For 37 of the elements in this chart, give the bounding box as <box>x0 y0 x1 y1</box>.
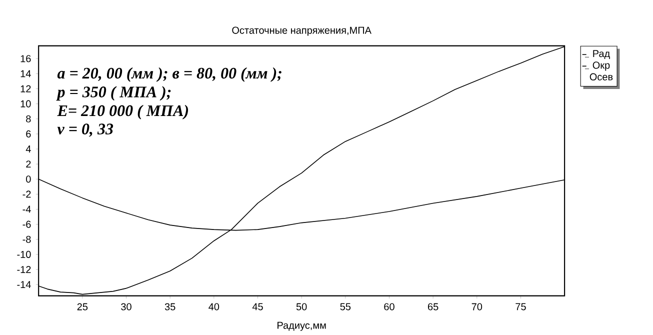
x-tick-label: 35 <box>164 303 176 310</box>
y-tick-label: 14 <box>20 70 31 78</box>
x-tick-label: 75 <box>516 303 526 310</box>
legend-label: Окр <box>592 62 610 71</box>
x-tick-label: 40 <box>208 303 220 310</box>
y-tick-label: 6 <box>26 130 31 138</box>
y-tick-label: -12 <box>17 266 31 273</box>
x-tick-label: 65 <box>428 303 438 310</box>
y-tick-label: 12 <box>20 85 31 92</box>
y-tick-label: 0 <box>26 176 31 183</box>
x-tick-label: 30 <box>121 303 132 310</box>
y-tick-label: -10 <box>17 250 31 258</box>
chart-title: Остаточные напряжения,МПА <box>232 26 372 36</box>
y-tick-label: -14 <box>17 281 31 288</box>
y-tick-label: 16 <box>20 55 31 62</box>
x-tick-label: 55 <box>340 303 351 310</box>
legend-label: Рад <box>593 50 610 59</box>
y-tick-label: -4 <box>22 206 31 213</box>
x-tick-label: 45 <box>252 303 263 310</box>
y-tick-label: -6 <box>22 220 31 228</box>
annotation: E= 210 000 ( МПА) <box>57 104 188 120</box>
y-tick-label: 2 <box>26 160 31 168</box>
y-tick-label: 4 <box>26 146 31 152</box>
annotation: v = 0, 33 <box>57 124 114 137</box>
x-tick-label: 60 <box>384 303 394 310</box>
y-tick-label: -8 <box>22 236 31 243</box>
y-tick-label: 10 <box>20 100 31 108</box>
x-tick-label: 70 <box>472 303 482 310</box>
x-tick-label: 50 <box>296 303 307 310</box>
line-series <box>38 46 565 295</box>
annotation: a = 20, 00 (мм ); в = 80, 00 (мм ); <box>57 67 282 82</box>
y-tick-label: -2 <box>22 190 31 198</box>
legend-label: Осев <box>590 73 613 80</box>
y-tick-label: 8 <box>26 115 31 122</box>
x-axis-title: Радиус,мм <box>278 322 326 331</box>
annotation: p = 350 ( МПА ); <box>56 86 171 101</box>
x-tick-label: 25 <box>77 303 88 310</box>
